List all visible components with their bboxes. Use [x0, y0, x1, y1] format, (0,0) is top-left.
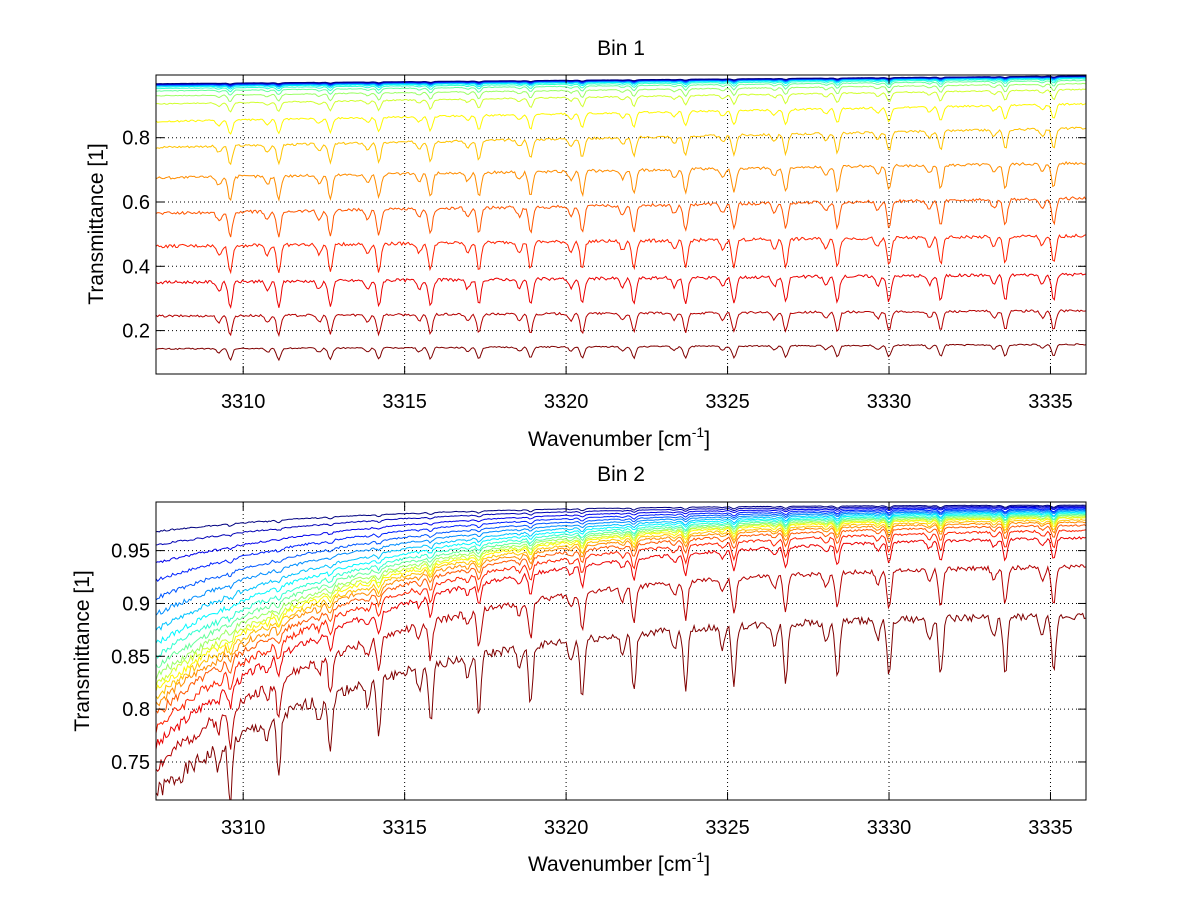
bin-2-ytick-label: 0.8 [122, 699, 150, 721]
bin-1-spectrum-line [156, 272, 1086, 309]
bin-2-ytick-label: 0.9 [122, 593, 150, 615]
bin-2-spectrum-line [156, 511, 1086, 644]
bin-2-ytick-label: 0.95 [111, 541, 150, 563]
bin-2-spectrum-line [156, 612, 1086, 800]
bin-2-spectrum-line [156, 507, 1086, 582]
bin-2-title: Bin 2 [597, 463, 645, 486]
bin-1-axes-box [155, 74, 1087, 375]
bin-2-xtick-label: 3315 [382, 817, 427, 839]
bin-1-spectrum-line [156, 196, 1086, 238]
bin-2-spectrum-line [156, 521, 1086, 707]
bin-1-spectrum-line [156, 126, 1086, 166]
bin-2-xlabel-end: ] [704, 853, 710, 876]
bin-1-ticks: 3310 3315 3320 3325 3330 3335 0.2 0.4 0.6 0.8 [122, 75, 1086, 413]
bin-2-spectrum-line [156, 508, 1086, 601]
bin-2-series-group [156, 504, 1086, 800]
bin-1-spectrum-line [156, 102, 1086, 135]
bin-2-spectrum-line [156, 514, 1086, 680]
bin-1-xtick-label: 3315 [382, 391, 427, 413]
bin-2-spectrum-line [156, 513, 1086, 668]
bin-2-xlabel-main: Wavenumber [cm [528, 853, 692, 876]
bin-1-ytick-label: 0.4 [122, 256, 150, 278]
bin-2-panel: Bin 2 3310 3315 3320 3325 3330 3335 0.75 0.8 0.8… [71, 463, 1087, 876]
bin-2-xtick-label: 3325 [705, 817, 750, 839]
bin-2-spectrum-line [156, 564, 1086, 773]
bin-1-xlabel-end: ] [704, 428, 710, 451]
bin-2-xtick-label: 3310 [221, 817, 266, 839]
bin-2-xlabel-sup: -1 [692, 849, 705, 865]
bin-1-series-group [156, 75, 1086, 362]
bin-1-spectrum-line [156, 88, 1086, 113]
bin-1-title: Bin 1 [597, 37, 645, 60]
bin-2-spectrum-line [156, 536, 1086, 750]
bin-2-spectrum-line [156, 506, 1086, 564]
bin-1-xlabel: Wavenumber [cm-1] [528, 424, 710, 451]
bin-1-spectrum-line [156, 79, 1086, 96]
bin-2-spectrum-line [156, 524, 1086, 714]
bin-2-xlabel: Wavenumber [cm-1] [528, 849, 710, 876]
bin-1-panel: Bin 1 3310 3315 3320 3325 3330 3335 0.2 0.4 0.6 0… [85, 37, 1087, 451]
bin-1-spectrum-line [156, 161, 1086, 202]
bin-2-spectrum-line [156, 512, 1086, 660]
bin-2-spectrum-line [156, 505, 1086, 546]
bin-1-xlabel-sup: -1 [692, 424, 705, 440]
bin-1-xtick-label: 3320 [544, 391, 589, 413]
bin-1-xlabel-main: Wavenumber [cm [528, 428, 692, 451]
bin-2-spectrum-line [156, 504, 1086, 533]
bin-1-xtick-label: 3325 [705, 391, 750, 413]
bin-1-ylabel: Transmittance [1] [85, 143, 108, 304]
bin-2-xtick-label: 3335 [1028, 817, 1073, 839]
bin-2-spectrum-line [156, 510, 1086, 631]
bin-2-ytick-label: 0.85 [111, 646, 150, 668]
bin-1-spectrum-line [156, 343, 1086, 362]
bin-1-spectrum-line [156, 75, 1086, 85]
bin-2-spectrum-line [156, 517, 1086, 692]
bin-1-ytick-label: 0.2 [122, 321, 150, 343]
bin-1-spectrum-line [156, 233, 1086, 275]
bin-1-xtick-label: 3335 [1028, 391, 1073, 413]
bin-2-grid [156, 502, 1086, 800]
bin-2-spectrum-line [156, 518, 1086, 700]
bin-2-xtick-label: 3330 [867, 817, 912, 839]
bin-2-spectrum-line [156, 515, 1086, 687]
bin-1-grid [156, 75, 1086, 374]
bin-2-ytick-label: 0.75 [111, 752, 150, 774]
bin-1-spectrum-line [156, 78, 1086, 93]
bin-1-xtick-label: 3310 [221, 391, 266, 413]
bin-1-spectrum-line [156, 309, 1086, 338]
bin-1-ytick-label: 0.8 [122, 128, 150, 150]
bin-1-spectrum-line [156, 77, 1086, 90]
bin-2-spectrum-line [156, 529, 1086, 734]
bin-2-axes-box [155, 501, 1087, 801]
bin-1-ytick-label: 0.6 [122, 192, 150, 214]
bin-1-xtick-label: 3330 [867, 391, 912, 413]
bin-2-xtick-label: 3320 [544, 817, 589, 839]
bin-1-spectrum-line [156, 82, 1086, 103]
bin-2-spectrum-line [156, 509, 1086, 616]
bin-2-ticks: 3310 3315 3320 3325 3330 3335 0.75 0.8 0.85 0.9 0.… [111, 502, 1086, 839]
bin-2-ylabel: Transmittance [1] [71, 570, 94, 731]
